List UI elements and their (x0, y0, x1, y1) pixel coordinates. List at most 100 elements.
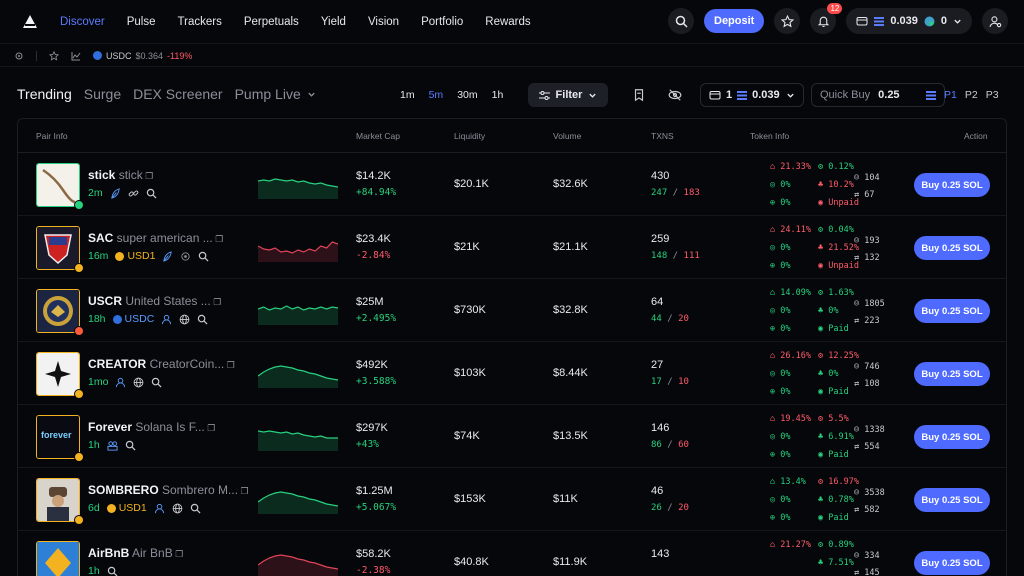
pair-name[interactable]: SAC super american ... ❐ (88, 231, 223, 245)
users-icon[interactable] (107, 440, 118, 451)
quick-buy-button[interactable]: Buy 0.25 SOL (914, 173, 990, 197)
link-icon[interactable] (128, 188, 139, 199)
timeframe-1h[interactable]: 1h (491, 89, 504, 101)
user-icon[interactable] (115, 377, 126, 388)
token-avatar[interactable] (36, 541, 80, 576)
pair-name[interactable]: stick stick ❐ (88, 168, 153, 182)
filter-button[interactable]: Filter (528, 83, 608, 107)
nav-item-perpetuals[interactable]: Perpetuals (243, 15, 299, 28)
txns-separator: / (661, 503, 679, 513)
pro-traders-count: ⇄ 108 (854, 379, 880, 389)
quick-buy-button[interactable]: Buy 0.25 SOL (914, 236, 990, 260)
pair-name[interactable]: USCR United States ... ❐ (88, 294, 221, 308)
token-avatar[interactable]: forever (36, 415, 80, 459)
nav-item-discover[interactable]: Discover (60, 15, 105, 28)
deposit-button[interactable]: Deposit (704, 9, 765, 33)
table-row[interactable]: forever Forever Solana Is F... ❐ 1h $297K +4… (18, 405, 1006, 468)
nav-item-trackers[interactable]: Trackers (177, 15, 222, 28)
nav-item-portfolio[interactable]: Portfolio (421, 15, 464, 28)
volume-value: $11.9K (553, 556, 588, 568)
quick-buy-input[interactable]: Quick Buy 0.25 (811, 83, 945, 107)
bookmark-icon[interactable] (632, 88, 646, 102)
table-row[interactable]: AirBnB Air BnB ❐ 1h $58.2K -2.38% $40.8K $11.… (18, 531, 1006, 576)
copy-icon[interactable]: ❐ (210, 297, 222, 307)
nav-item-yield[interactable]: Yield (320, 15, 346, 28)
quick-buy-button[interactable]: Buy 0.25 SOL (914, 551, 990, 575)
timeframe-5m[interactable]: 5m (428, 89, 444, 101)
globe-icon[interactable] (133, 377, 144, 388)
user-icon[interactable] (161, 314, 172, 325)
search-button[interactable] (668, 8, 694, 34)
chart-icon[interactable] (71, 51, 81, 61)
timeframe-30m[interactable]: 30m (457, 89, 478, 101)
quick-buy-button[interactable]: Buy 0.25 SOL (914, 299, 990, 323)
copy-icon[interactable]: ❐ (172, 549, 184, 559)
tab-pump-live[interactable]: Pump Live (235, 86, 316, 102)
nav-item-vision[interactable]: Vision (367, 15, 400, 28)
txns-separator: / (667, 251, 684, 261)
pair-name[interactable]: Forever Solana Is F... ❐ (88, 420, 215, 434)
pair-name[interactable]: CREATOR CreatorCoin... ❐ (88, 357, 235, 371)
copy-icon[interactable]: ❐ (224, 360, 235, 370)
preset-p3[interactable]: P3 (985, 89, 999, 101)
search-icon[interactable] (198, 251, 209, 262)
usdc-ticker[interactable]: USDC $0.364 -119% (93, 51, 192, 61)
column-header-volume: Volume (553, 131, 582, 141)
copy-icon[interactable]: ❐ (204, 423, 216, 433)
quick-buy-value[interactable]: 0.25 (878, 89, 900, 101)
table-row[interactable]: CREATOR CreatorCoin... ❐ 1mo $492K +3.588% $… (18, 342, 1006, 405)
table-row[interactable]: USCR United States ... ❐ 18h USDC $25M +2.49… (18, 279, 1006, 342)
nav-item-rewards[interactable]: Rewards (485, 15, 531, 28)
search-icon[interactable] (146, 188, 157, 199)
copy-icon[interactable]: ❐ (142, 171, 154, 181)
pair-name[interactable]: AirBnB Air BnB ❐ (88, 546, 183, 560)
token-info-insiders: ♣ 0.78% (818, 495, 854, 505)
globe-icon[interactable] (179, 314, 190, 325)
watchlist-button[interactable] (774, 8, 801, 34)
search-icon[interactable] (197, 314, 208, 325)
search-icon[interactable] (190, 503, 201, 514)
feather-icon[interactable] (110, 187, 121, 199)
tab-dex-screener[interactable]: DEX Screener (133, 86, 223, 102)
market-cap-cell: $14.2K +84.94% (356, 170, 396, 198)
token-avatar[interactable] (36, 289, 80, 333)
nav-item-pulse[interactable]: Pulse (126, 15, 156, 28)
app-logo-icon[interactable] (22, 14, 38, 30)
settings-icon[interactable] (180, 251, 191, 262)
table-row[interactable]: SAC super american ... ❐ 16m USD1 $23.4K -2.… (18, 216, 1006, 279)
wallet-dropdown[interactable]: 0.039 0 (846, 8, 972, 34)
quick-buy-button[interactable]: Buy 0.25 SOL (914, 488, 990, 512)
copy-icon[interactable]: ❐ (212, 234, 224, 244)
feather-icon[interactable] (162, 250, 173, 262)
txns-split: 26 / 20 (651, 503, 689, 513)
table-row[interactable]: SOMBRERO Sombrero M... ❐ 6d USD1 $1.25M +5.0… (18, 468, 1006, 531)
price-sparkline (258, 178, 338, 199)
star-icon[interactable] (49, 50, 59, 61)
token-avatar[interactable] (36, 163, 80, 207)
table-row[interactable]: stick stick ❐ 2m $14.2K +84.94% $20.1K $32.6K… (18, 153, 1006, 216)
pair-name[interactable]: SOMBRERO Sombrero M... ❐ (88, 483, 249, 497)
wallet-selector[interactable]: 1 0.039 (700, 83, 804, 107)
quick-buy-button[interactable]: Buy 0.25 SOL (914, 362, 990, 386)
token-avatar[interactable] (36, 226, 80, 270)
account-button[interactable] (982, 8, 1008, 34)
tab-surge[interactable]: Surge (83, 86, 122, 102)
quick-buy-button[interactable]: Buy 0.25 SOL (914, 425, 990, 449)
copy-icon[interactable]: ❐ (238, 486, 249, 496)
search-icon[interactable] (107, 566, 118, 576)
timeframe-1m[interactable]: 1m (400, 89, 415, 101)
tab-trending[interactable]: Trending (17, 86, 72, 102)
preset-p1[interactable]: P1 (944, 89, 957, 101)
token-full-name: Sombrero M... (158, 483, 239, 497)
settings-icon[interactable] (14, 51, 24, 61)
token-avatar[interactable] (36, 352, 80, 396)
globe-icon[interactable] (172, 503, 183, 514)
eye-off-icon[interactable] (668, 88, 682, 102)
preset-p2[interactable]: P2 (964, 89, 978, 101)
search-icon[interactable] (125, 440, 136, 451)
token-avatar[interactable] (36, 478, 80, 522)
user-icon[interactable] (154, 503, 165, 514)
pair-meta: 1mo (88, 376, 162, 388)
notifications-button[interactable]: 12 (810, 3, 843, 34)
search-icon[interactable] (151, 377, 162, 388)
